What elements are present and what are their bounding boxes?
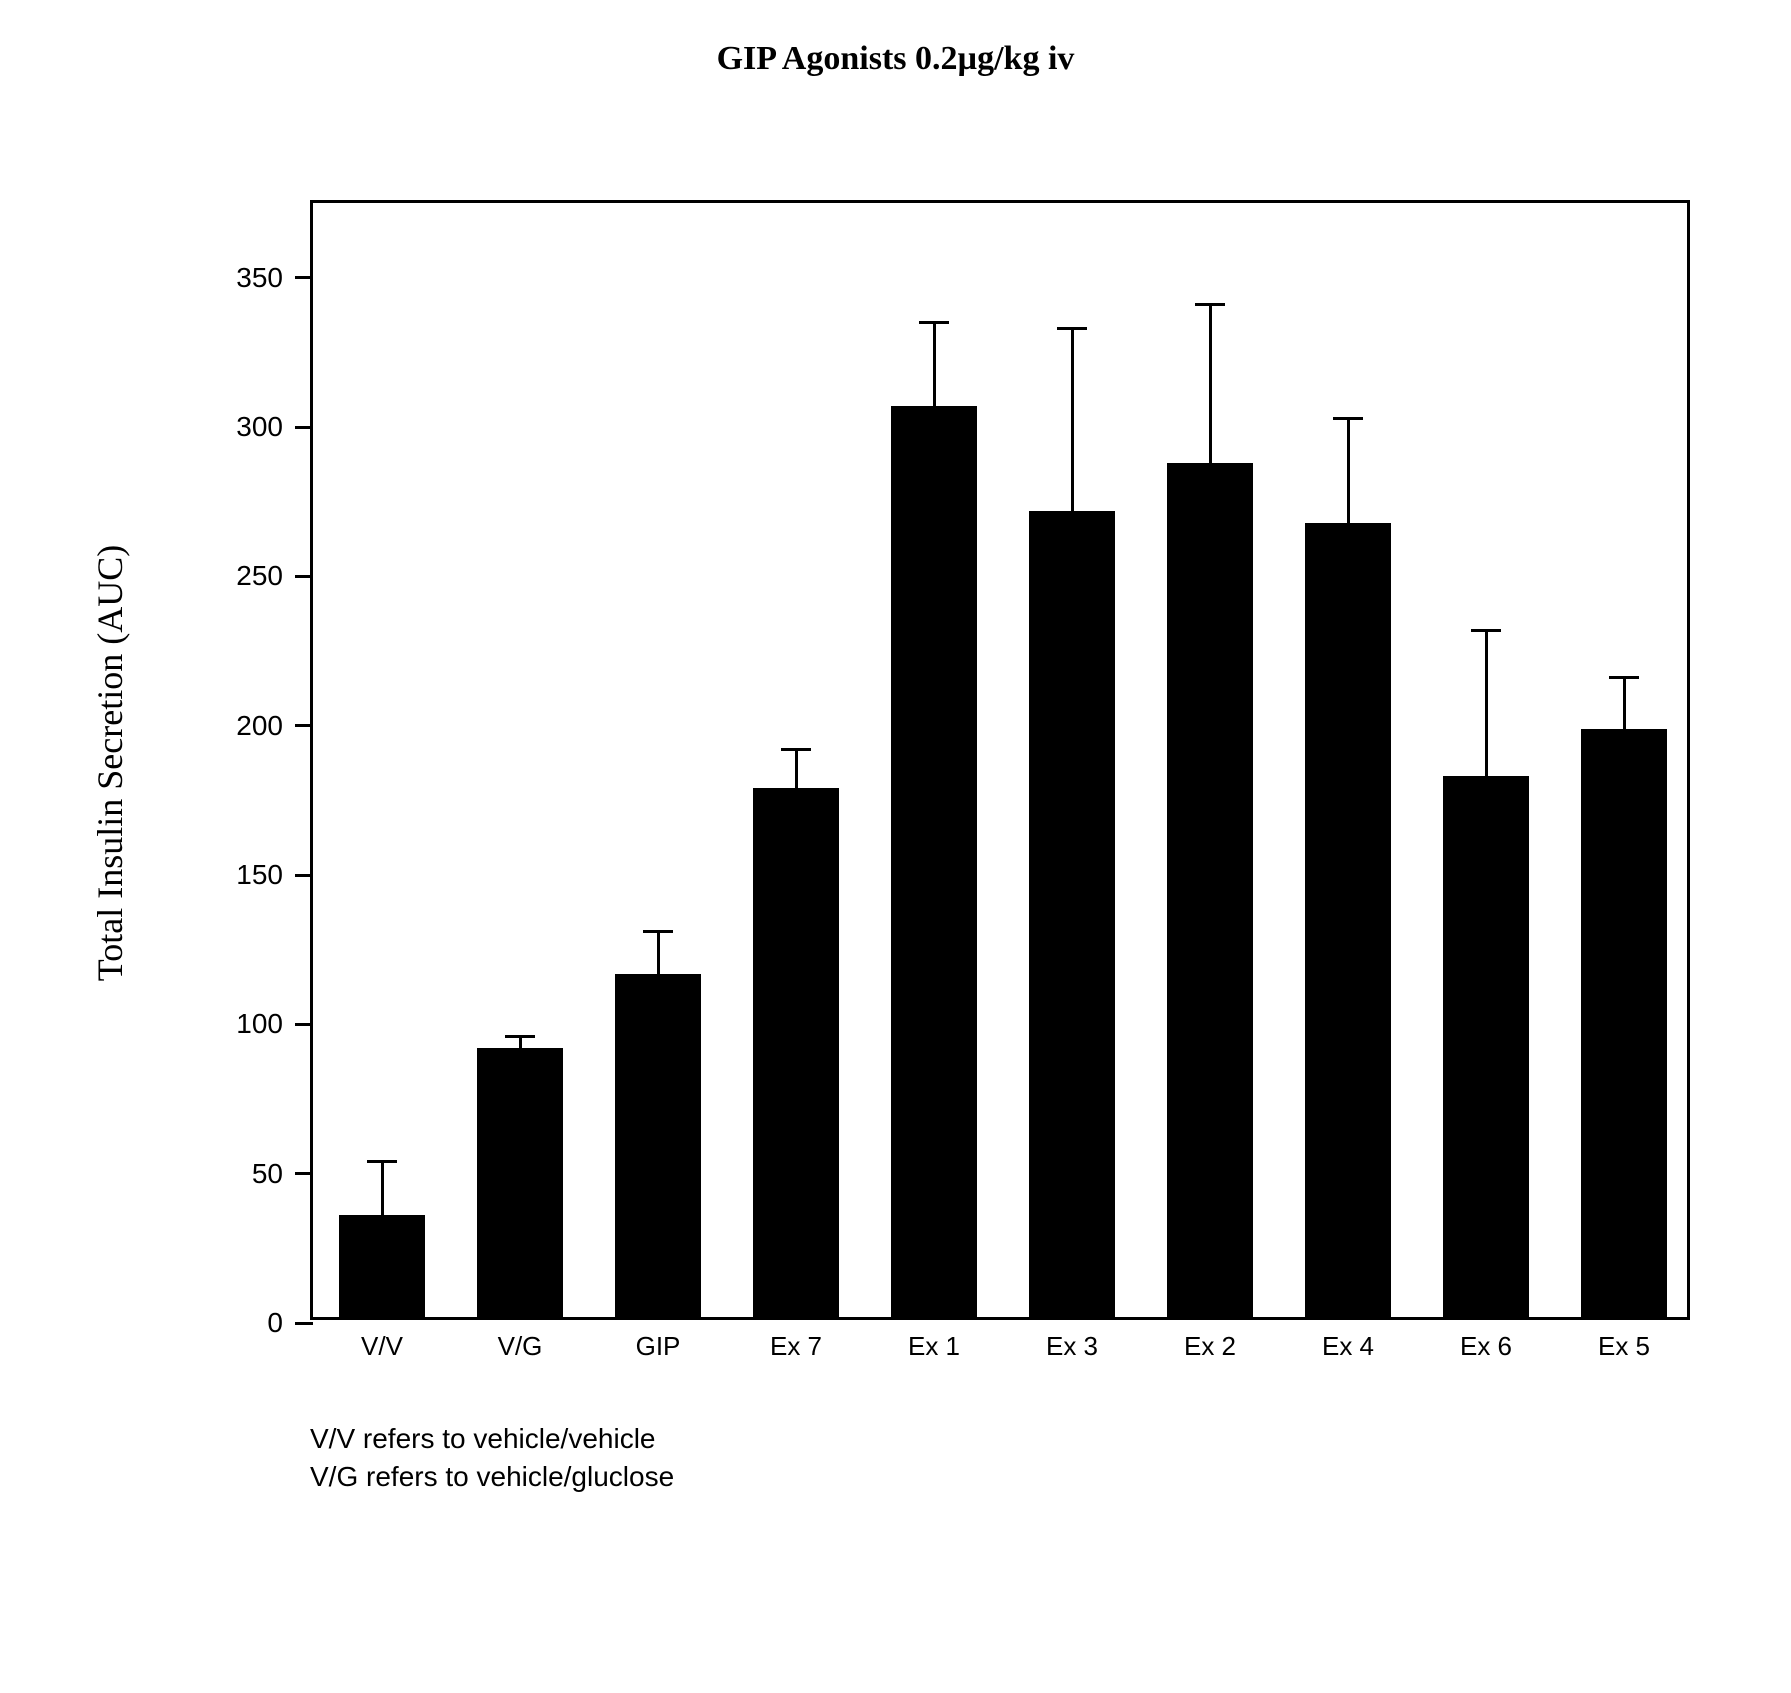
x-category-label: Ex 6 [1460, 1331, 1512, 1362]
ytick-label: 100 [163, 1008, 283, 1040]
ytick-mark [295, 724, 313, 727]
y-axis-label: Total Insulin Secretion (AUC) [89, 203, 131, 1323]
ytick-mark [295, 276, 313, 279]
footnote-line: V/G refers to vehicle/gluclose [310, 1458, 674, 1496]
ytick-mark [295, 426, 313, 429]
page: GIP Agonists 0.2µg/kg iv Total Insulin S… [0, 0, 1791, 1693]
ytick-label: 300 [163, 411, 283, 443]
ytick-label: 0 [163, 1307, 283, 1339]
x-category-label: V/G [498, 1331, 543, 1362]
x-category-label: V/V [361, 1331, 403, 1362]
x-category-label: Ex 4 [1322, 1331, 1374, 1362]
ytick-label: 50 [163, 1158, 283, 1190]
footnote-line: V/V refers to vehicle/vehicle [310, 1420, 674, 1458]
ytick-label: 250 [163, 560, 283, 592]
ytick-mark [295, 874, 313, 877]
ytick-label: 200 [163, 710, 283, 742]
plot-area: 050100150200250300350 V/VV/GGIPEx 7Ex 1E… [310, 200, 1690, 1320]
chart-title: GIP Agonists 0.2µg/kg iv [0, 40, 1791, 78]
x-category-label: Ex 5 [1598, 1331, 1650, 1362]
ytick-label: 150 [163, 859, 283, 891]
x-category-label: Ex 3 [1046, 1331, 1098, 1362]
ytick-mark [295, 575, 313, 578]
ytick-label: 350 [163, 262, 283, 294]
x-category-label: Ex 7 [770, 1331, 822, 1362]
x-category-label: Ex 2 [1184, 1331, 1236, 1362]
ytick-mark [295, 1322, 313, 1325]
x-category-label: Ex 1 [908, 1331, 960, 1362]
footnotes: V/V refers to vehicle/vehicleV/G refers … [310, 1420, 674, 1496]
x-category-label: GIP [636, 1331, 681, 1362]
ytick-mark [295, 1023, 313, 1026]
ytick-mark [295, 1172, 313, 1175]
x-axis-labels: V/VV/GGIPEx 7Ex 1Ex 3Ex 2Ex 4Ex 6Ex 5 [313, 203, 1687, 1317]
